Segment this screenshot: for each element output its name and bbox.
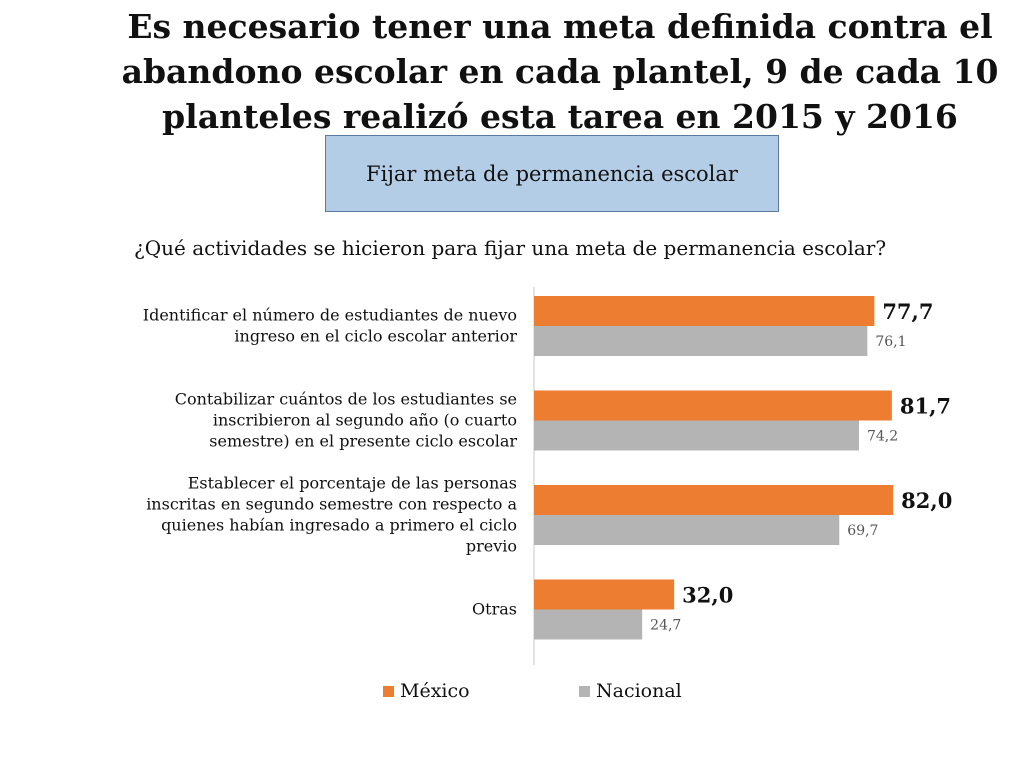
data-label-mexico-1: 77,7 (882, 299, 933, 324)
category-label-line: Contabilizar cuántos de los estudiantes … (175, 390, 517, 409)
legend-item-mexico: México (383, 680, 470, 702)
data-label-nacional-3: 69,7 (847, 523, 878, 539)
category-label-line: inscritas en segundo semestre con respec… (146, 495, 517, 514)
chart-question: ¿Qué actividades se hicieron para fijar … (134, 236, 887, 260)
legend-label-mexico: México (400, 680, 470, 702)
subtitle-box: Fijar meta de permanencia escolar (325, 135, 779, 212)
bar-nacional-1 (534, 326, 868, 356)
bar-nacional-3 (534, 515, 840, 545)
title-line-2: abandono escolar en cada plantel, 9 de c… (121, 52, 999, 91)
category-label-line: Establecer el porcentaje de las personas (188, 474, 517, 493)
title-line-3: planteles realizó esta tarea en 2015 y 2… (162, 97, 958, 136)
data-label-nacional-2: 74,2 (867, 429, 898, 445)
legend-swatch-mexico (383, 685, 394, 697)
category-label-line: Identificar el número de estudiantes de … (143, 306, 517, 325)
subtitle-text: Fijar meta de permanencia escolar (366, 161, 738, 186)
category-label-line: previo (466, 537, 517, 556)
data-label-nacional-4: 24,7 (650, 618, 681, 634)
bar-mexico-1 (534, 296, 875, 326)
legend: México Nacional (383, 680, 783, 708)
category-label-2: Contabilizar cuántos de los estudiantes … (175, 390, 518, 451)
legend-label-nacional: Nacional (596, 680, 682, 702)
bar-mexico-3 (534, 485, 894, 515)
bar-mexico-2 (534, 390, 892, 421)
data-label-mexico-3: 82,0 (901, 488, 952, 513)
category-label-line: Otras (472, 600, 517, 619)
category-label-1: Identificar el número de estudiantes de … (143, 306, 518, 346)
category-label-line: inscribieron al segundo año (o cuarto (213, 411, 517, 430)
data-label-nacional-1: 76,1 (875, 334, 906, 350)
bar-nacional-2 (534, 420, 859, 451)
chart-title: Es necesario tener una meta definida con… (120, 4, 1000, 139)
title-line-1: Es necesario tener una meta definida con… (127, 7, 993, 46)
category-label-3: Establecer el porcentaje de las personas… (146, 474, 517, 556)
legend-swatch-nacional (579, 685, 590, 697)
bar-nacional-4 (534, 609, 643, 640)
category-label-4: Otras (472, 600, 517, 619)
category-label-line: semestre) en el presente ciclo escolar (209, 432, 517, 451)
data-label-mexico-4: 32,0 (682, 583, 733, 608)
legend-item-nacional: Nacional (579, 680, 682, 702)
category-label-line: quienes habían ingresado a primero el ci… (161, 516, 517, 535)
category-label-line: ingreso en el ciclo escolar anterior (234, 327, 517, 346)
bar-mexico-4 (534, 579, 675, 610)
data-label-mexico-2: 81,7 (900, 394, 951, 419)
